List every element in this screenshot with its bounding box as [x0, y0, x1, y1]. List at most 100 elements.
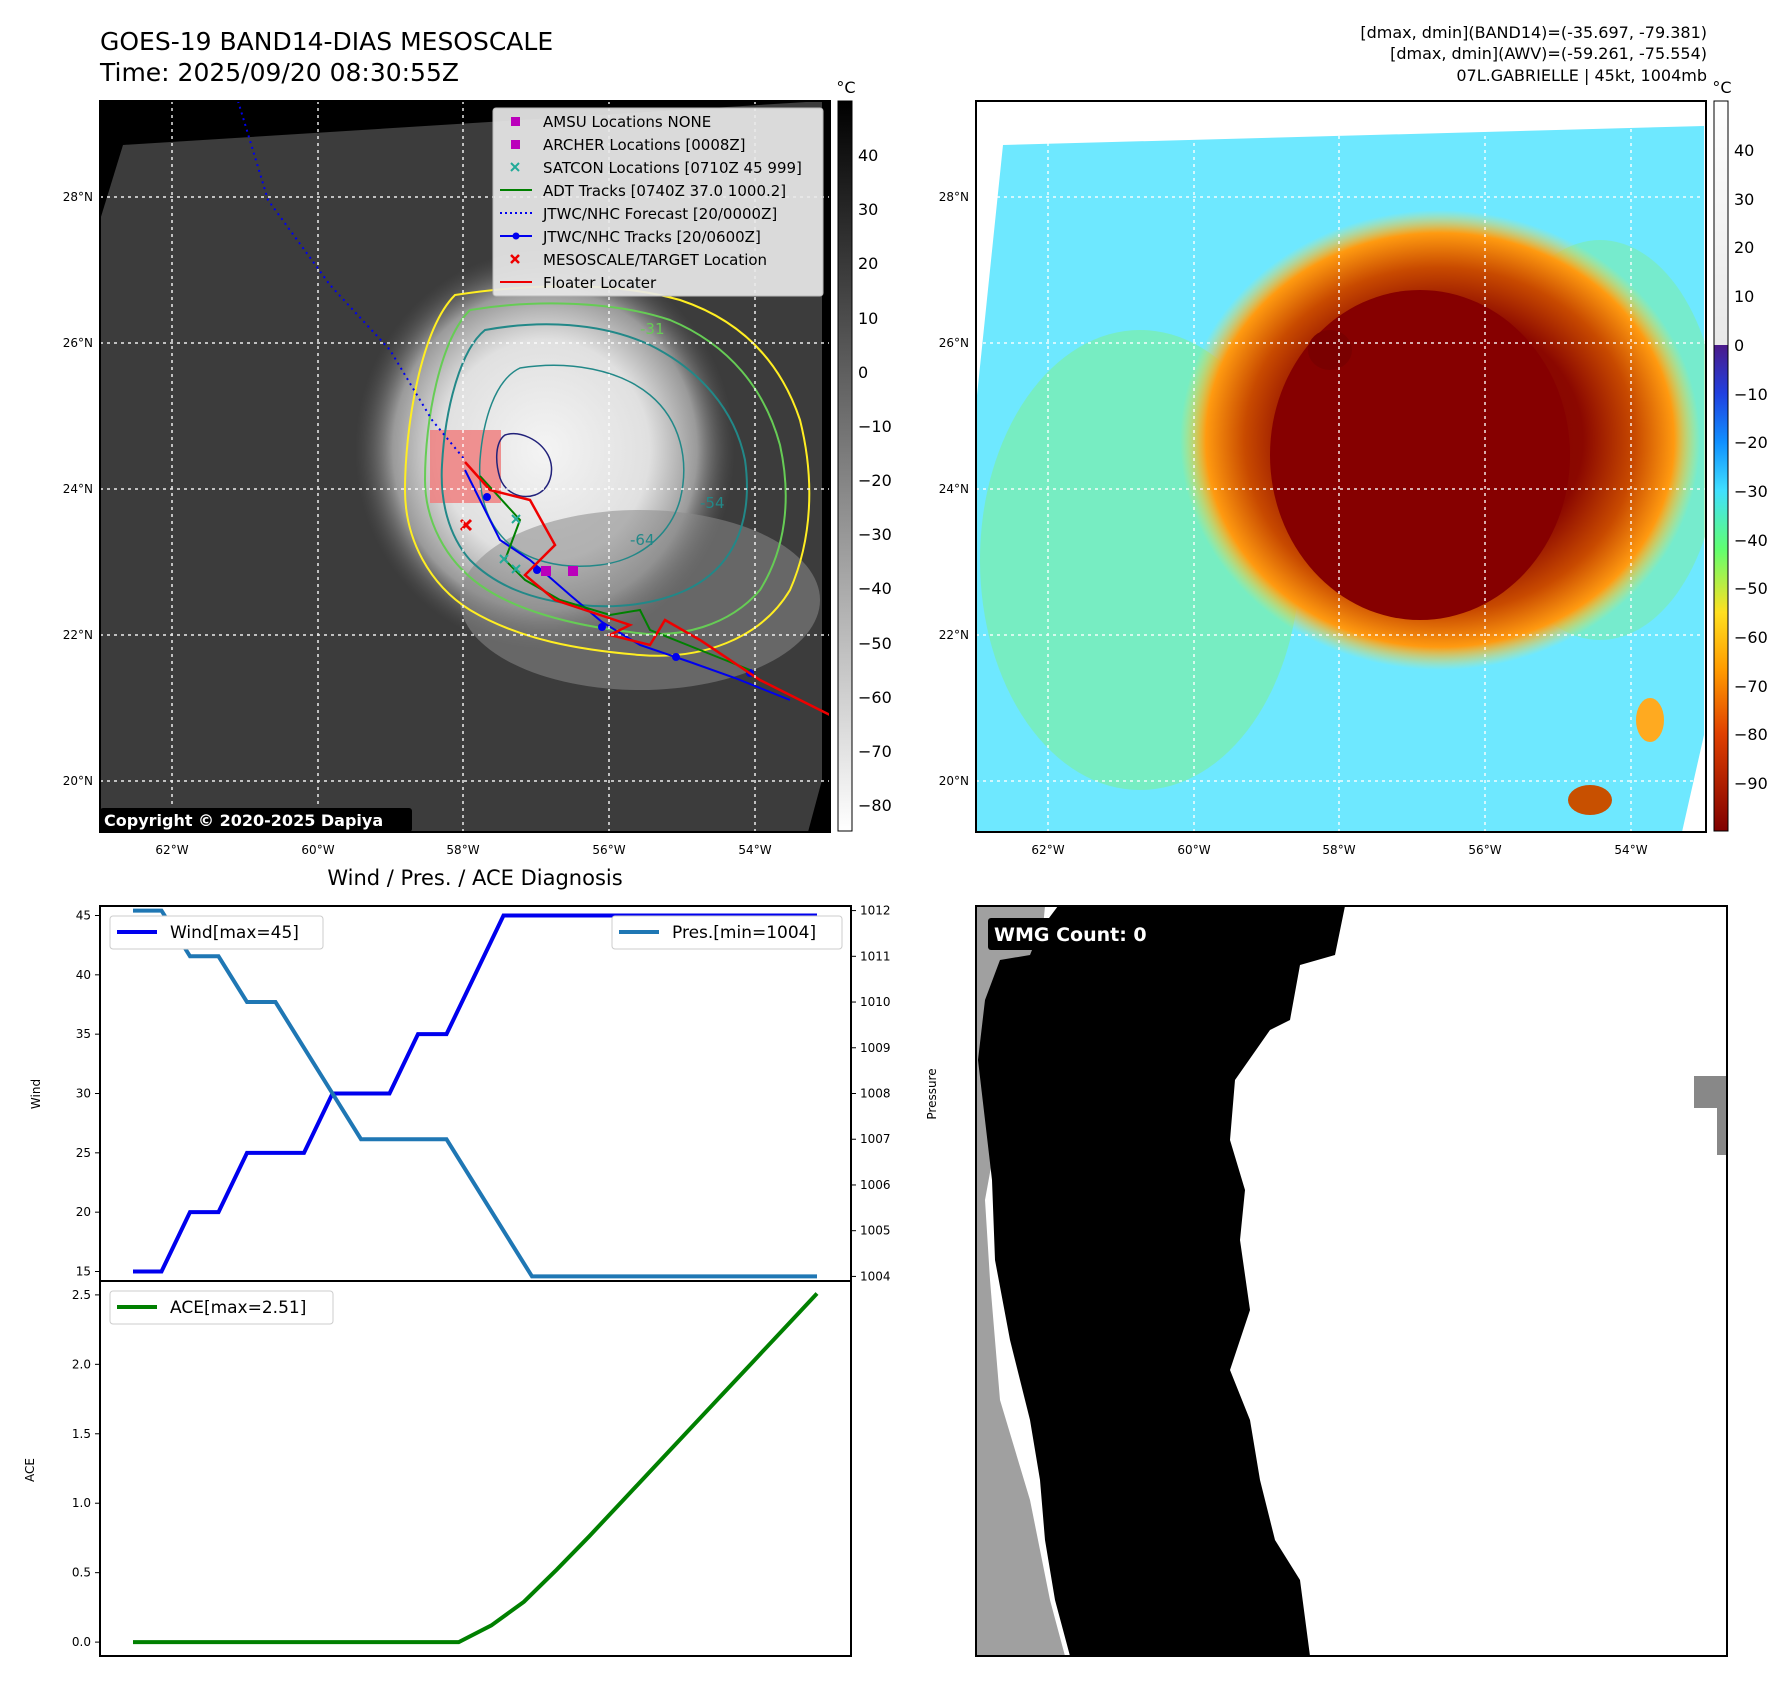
pressure-tick-label: 1007	[860, 1132, 891, 1146]
awv-stats: [dmax, dmin](AWV)=(-59.261, -75.554)	[1390, 44, 1707, 63]
awv-tick-m10: −10	[1734, 385, 1768, 404]
awv-colorbar-frame	[1713, 100, 1729, 832]
mesoscale-target-box	[430, 430, 501, 503]
awv-tick-m60: −60	[1734, 628, 1768, 647]
wmg-count-label: WMG Count: 0	[994, 924, 1147, 946]
awv-tick-10: 10	[1734, 287, 1754, 306]
awv-lon-labels: 62°W 60°W 58°W 56°W 54°W	[1031, 843, 1647, 857]
bt-tick-m40: −40	[858, 579, 892, 598]
awv-lat-26: 26°N	[939, 336, 969, 350]
awv-map-panel	[976, 101, 1706, 832]
bt-lon-60: 60°W	[301, 843, 334, 857]
awv-tick-m70: −70	[1734, 677, 1768, 696]
awv-map-frame	[975, 100, 1707, 833]
awv-lon-54: 54°W	[1614, 843, 1647, 857]
wind-pres-plot: 45 40 35 30 25 20 15 1012 1011 1010 1009 1008 1007 10…	[76, 904, 891, 1284]
awv-tick-m80: −80	[1734, 725, 1768, 744]
contour-navy	[495, 433, 553, 498]
bt-lat-20: 20°N	[63, 774, 93, 788]
awv-gridlines	[976, 101, 1706, 832]
bt-tick-m30: −30	[858, 525, 892, 544]
awv-storm-core	[1270, 290, 1570, 620]
bt-tick-10: 10	[858, 309, 878, 328]
wmg-frame	[975, 905, 1728, 1657]
bt-lat-26: 26°N	[63, 336, 93, 350]
wind-tick-label: 40	[76, 968, 91, 982]
wind-ylabel: Wind	[29, 1079, 43, 1109]
adt-track	[479, 475, 751, 671]
awv-tick-m20: −20	[1734, 433, 1768, 452]
wmg-label-box	[988, 918, 1168, 950]
archer-markers	[541, 566, 578, 576]
legend-tracks: JTWC/NHC Tracks [20/0600Z]	[542, 228, 761, 246]
legend-marker-target	[510, 254, 520, 264]
contour-yellow	[403, 285, 811, 657]
wind-tick-label: 30	[76, 1087, 91, 1101]
bt-tick-m80: −80	[858, 796, 892, 815]
diagnosis-title: Wind / Pres. / ACE Diagnosis	[327, 866, 622, 890]
floater-locater	[464, 461, 830, 717]
copyright-badge	[100, 808, 412, 832]
pressure-tick-label: 1004	[860, 1269, 891, 1283]
pressure-ylabel: Pressure	[925, 1068, 939, 1119]
pres-legend-label: Pres.[min=1004]	[672, 923, 816, 943]
bt-lat-22: 22°N	[63, 628, 93, 642]
ace-tick-label: 0.0	[72, 1635, 91, 1649]
legend-satcon: SATCON Locations [0710Z 45 999]	[543, 159, 802, 177]
wind-tick-label: 35	[76, 1027, 91, 1041]
wind-legend-label: Wind[max=45]	[170, 923, 299, 943]
awv-tick-40: 40	[1734, 141, 1754, 160]
awv-tick-m40: −40	[1734, 531, 1768, 550]
wind-series-line	[133, 913, 817, 1274]
awv-lat-labels: 28°N 26°N 24°N 22°N 20°N	[939, 190, 969, 788]
wind-tick-label: 45	[76, 908, 91, 922]
bt-tick-0: 0	[858, 363, 868, 382]
contour-green	[423, 302, 787, 636]
legend-marker-archer	[511, 140, 520, 149]
pressure-tick-label: 1011	[860, 949, 891, 963]
awv-tick-m30: −30	[1734, 482, 1768, 501]
pressure-series-line	[133, 908, 817, 1279]
bt-map-frame	[99, 100, 831, 833]
awv-tick-20: 20	[1734, 238, 1754, 257]
ace-tick-label: 1.5	[72, 1427, 91, 1441]
legend-marker-satcon	[510, 162, 520, 172]
storm-info: 07L.GABRIELLE | 45kt, 1004mb	[1456, 66, 1707, 85]
bt-tick-30: 30	[858, 200, 878, 219]
pres-legend: Pres.[min=1004]	[611, 915, 843, 950]
pressure-tick-label: 1012	[860, 904, 891, 918]
bt-colorbar-ticks: 40 30 20 10 0 −10 −20 −30 −40 −50 −60 −7…	[858, 146, 892, 815]
bt-colorbar	[837, 100, 853, 832]
awv-lat-22: 22°N	[939, 628, 969, 642]
ace-legend: ACE[max=2.51]	[109, 1290, 334, 1325]
copyright-text: Copyright © 2020-2025 Dapiya	[104, 811, 383, 830]
bt-tick-m50: −50	[858, 634, 892, 653]
bt-gridlines	[100, 101, 830, 832]
wind-tick-label: 25	[76, 1146, 91, 1160]
awv-tick-m50: −50	[1734, 579, 1768, 598]
bt-lon-54: 54°W	[738, 843, 771, 857]
contour-label-64: -64	[630, 531, 655, 549]
awv-tick-0: 0	[1734, 336, 1744, 355]
wind-tick-label: 20	[76, 1205, 91, 1219]
awv-colorbar-bottom	[1714, 345, 1728, 831]
legend-floater: Floater Locater	[543, 274, 657, 292]
awv-colorbar-unit: °C	[1712, 78, 1731, 97]
pressure-tick-label: 1006	[860, 1178, 891, 1192]
pressure-tick-label: 1009	[860, 1041, 891, 1055]
bt-tick-m10: −10	[858, 417, 892, 436]
contour-teal	[440, 323, 748, 608]
bt-stats: [dmax, dmin](BAND14)=(-35.697, -79.381)	[1360, 23, 1707, 42]
ace-ylabel: ACE	[23, 1458, 37, 1482]
wmg-black-region	[978, 906, 1345, 1656]
awv-colorbar-top	[1714, 101, 1728, 345]
awv-colorbar-ticks: 40 30 20 10 0 −10 −20 −30 −40 −50 −60 −7…	[1734, 141, 1768, 793]
ace-tick-label: 1.0	[72, 1496, 91, 1510]
wind-legend: Wind[max=45]	[109, 915, 324, 950]
legend-adt: ADT Tracks [0740Z 37.0 1000.2]	[543, 182, 786, 200]
pressure-tick-label: 1008	[860, 1087, 891, 1101]
awv-tick-m90: −90	[1734, 774, 1768, 793]
ace-tick-label: 2.5	[72, 1288, 91, 1302]
ace-tick-label: 0.5	[72, 1566, 91, 1580]
